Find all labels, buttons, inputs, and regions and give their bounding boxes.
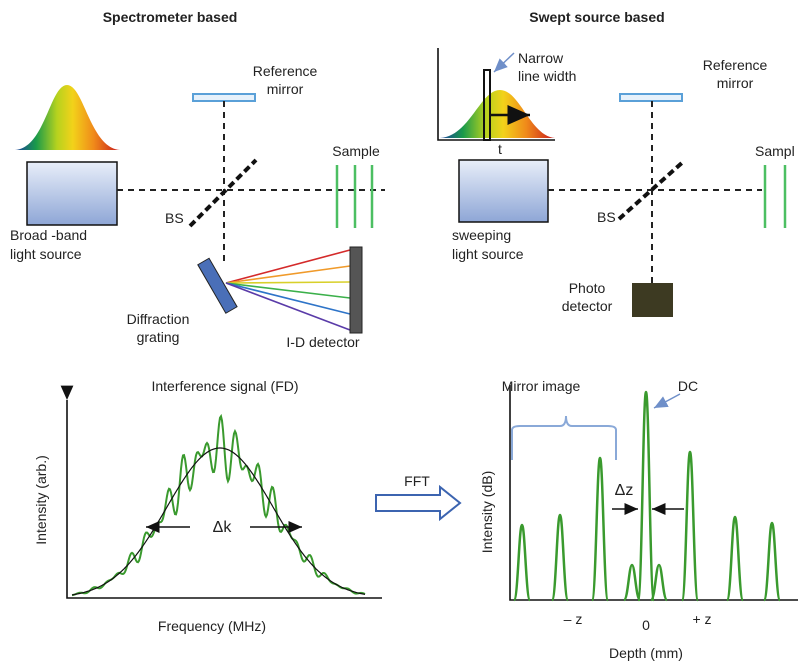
tick-label: + z (692, 611, 711, 627)
signal (71, 413, 366, 597)
peak (762, 521, 782, 602)
label: BS (597, 209, 616, 225)
plot-axes (509, 385, 798, 601)
mirror (192, 93, 256, 102)
peak (622, 563, 642, 602)
label: Sample (332, 143, 380, 159)
plot-axes (60, 385, 382, 599)
label: I-D detector (286, 334, 359, 350)
label: sweeping (452, 227, 511, 243)
sample (335, 165, 374, 228)
pointer (653, 393, 681, 409)
label: mirror (717, 75, 754, 91)
label: Photo (569, 280, 606, 296)
tick-label: – z (564, 611, 583, 627)
peak (636, 390, 656, 602)
peak (649, 563, 669, 602)
fft-arrow (375, 484, 462, 522)
label: line width (518, 68, 576, 84)
label: FFT (404, 473, 430, 489)
label: Diffraction (127, 311, 190, 327)
label: DC (678, 378, 698, 394)
label: Sampl (755, 143, 795, 159)
label: light source (10, 246, 82, 262)
envelope (71, 447, 366, 596)
beam-splitter (188, 158, 258, 228)
peak (725, 515, 745, 602)
sample (763, 165, 787, 228)
pointer (493, 52, 515, 73)
label: Reference (703, 57, 768, 73)
source-box (26, 161, 118, 226)
peak (680, 450, 700, 602)
label: mirror (267, 81, 304, 97)
label: BS (165, 210, 184, 226)
plot-title: Interference signal (FD) (151, 378, 298, 394)
label: light source (452, 246, 524, 262)
label: grating (137, 329, 180, 345)
axis-label: Frequency (MHz) (158, 618, 266, 634)
photo-detector (632, 283, 673, 317)
right-title: Swept source based (529, 9, 664, 25)
inset-axes (437, 48, 555, 141)
axis-label: Intensity (dB) (479, 471, 495, 553)
peak (512, 523, 532, 602)
tick-label: 0 (642, 617, 650, 633)
source-box (458, 159, 549, 223)
label: Narrow (518, 50, 564, 66)
beam-splitter (617, 159, 686, 221)
grating (197, 257, 238, 314)
mirror (619, 93, 683, 102)
brace (511, 415, 617, 460)
left-title: Spectrometer based (103, 9, 238, 25)
spectrum (15, 85, 120, 150)
label: detector (562, 298, 613, 314)
axis-label: Depth (mm) (609, 645, 683, 661)
label: Δk (213, 519, 233, 536)
peak (550, 513, 570, 602)
label: Broad -band (10, 227, 87, 243)
peak (590, 456, 610, 602)
narrow-line (483, 69, 491, 141)
axis-label: Intensity (arb.) (33, 455, 49, 544)
label: Δz (615, 482, 634, 499)
label: t (498, 141, 502, 157)
label: Mirror image (502, 378, 581, 394)
label: Reference (253, 63, 318, 79)
peaks (512, 390, 782, 602)
dispersed-beams (225, 249, 351, 331)
line-detector (349, 246, 363, 334)
